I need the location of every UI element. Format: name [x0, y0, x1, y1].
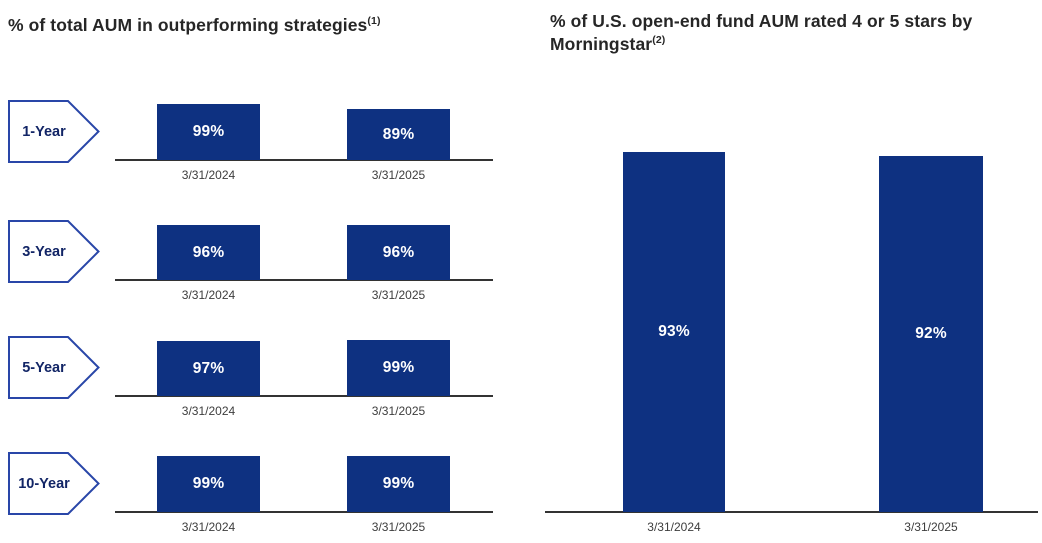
- date-tick-label: 3/31/2025: [371, 520, 426, 534]
- period-arrow-1-year: 1-Year: [8, 100, 100, 163]
- footnote-marker-2: (2): [652, 34, 666, 47]
- left-chart-title: % of total AUM in outperforming strategi…: [8, 14, 508, 37]
- date-tick-label: 3/31/2024: [647, 520, 701, 534]
- bar-value-label: 93%: [658, 323, 690, 340]
- period-arrow-5-year: 5-Year: [8, 336, 100, 399]
- date-tick-label: 3/31/2025: [371, 404, 426, 418]
- arrow-shape-icon: [8, 452, 100, 515]
- date-tick-label: 3/31/2024: [181, 288, 236, 302]
- bar-value-label: 99%: [382, 475, 415, 492]
- date-tick-label: 3/31/2025: [904, 520, 958, 534]
- bar-10-year-2024: 99%: [157, 456, 260, 512]
- bar-3-year-2025: 96%: [347, 225, 450, 280]
- period-arrow-10-year: 10-Year: [8, 452, 100, 515]
- arrow-shape-icon: [8, 100, 100, 163]
- bar-5-year-2025: 99%: [347, 340, 450, 396]
- axis-line: [115, 395, 493, 397]
- axis-line: [115, 511, 493, 513]
- bar-value-label: 96%: [382, 243, 415, 261]
- date-tick-label: 3/31/2025: [371, 288, 426, 302]
- period-label: 10-Year: [18, 475, 70, 492]
- bar-morningstar-2025: 92%: [879, 156, 983, 512]
- bar-value-label: 92%: [915, 325, 947, 342]
- right-chart-title-text: % of U.S. open-end fund AUM rated 4 or 5…: [550, 11, 973, 55]
- date-tick-label: 3/31/2024: [181, 404, 236, 418]
- period-label: 3-Year: [22, 243, 66, 260]
- bar-value-label: 89%: [382, 125, 415, 143]
- period-label: 5-Year: [22, 359, 66, 376]
- left-chart-title-text: % of total AUM in outperforming strategi…: [8, 15, 368, 35]
- bar-value-label: 99%: [192, 475, 225, 492]
- arrow-shape-icon: [8, 336, 100, 399]
- bar-value-label: 99%: [382, 359, 415, 376]
- period-arrow-3-year: 3-Year: [8, 220, 100, 283]
- axis-line: [545, 511, 1038, 513]
- bar-10-year-2025: 99%: [347, 456, 450, 512]
- footnote-marker-1: (1): [367, 15, 381, 28]
- bar-1-year-2024: 99%: [157, 104, 260, 160]
- bar-3-year-2024: 96%: [157, 225, 260, 280]
- date-tick-label: 3/31/2024: [181, 520, 236, 534]
- date-tick-label: 3/31/2024: [181, 168, 236, 182]
- bar-value-label: 96%: [192, 243, 225, 261]
- right-chart-title: % of U.S. open-end fund AUM rated 4 or 5…: [550, 10, 1030, 56]
- bar-morningstar-2024: 93%: [623, 152, 725, 512]
- axis-line: [115, 159, 493, 161]
- period-label: 1-Year: [22, 123, 66, 140]
- bar-value-label: 97%: [192, 359, 225, 377]
- axis-line: [115, 279, 493, 281]
- bar-value-label: 99%: [192, 123, 225, 140]
- bar-5-year-2024: 97%: [157, 341, 260, 396]
- date-tick-label: 3/31/2025: [371, 168, 426, 182]
- bar-1-year-2025: 89%: [347, 109, 450, 160]
- arrow-shape-icon: [8, 220, 100, 283]
